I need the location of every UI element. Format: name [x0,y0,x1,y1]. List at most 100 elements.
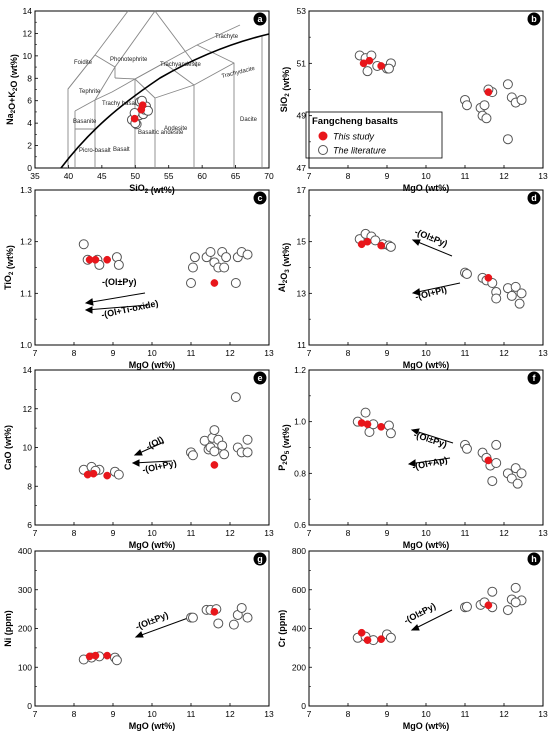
x-tick-label: 9 [385,348,390,358]
annotation-label: -(Ol±Py) [412,429,448,449]
arrow-ol-py-f [411,429,454,444]
arrow-ol-ap-f [408,457,451,465]
tas-line [163,62,195,168]
data-point-literature [383,63,394,74]
data-point-this-study [89,469,98,478]
panel-badge-letter: b [531,14,537,24]
x-tick-label: 11 [461,528,470,538]
x-tick-label: 10 [147,348,157,358]
data-point-this-study [210,461,219,469]
x-tick-label: 7 [33,709,38,719]
arrow-ol-py-d [412,239,453,257]
x-tick-label: 8 [346,348,351,358]
x-tick-label: 9 [111,348,116,358]
data-point-this-study [484,273,493,282]
y-tick-label: 0.8 [294,468,306,478]
y-tick-label: 1.1 [20,288,32,298]
data-point-this-study [103,471,112,480]
panel-badge [253,191,267,205]
x-tick-label: 65 [231,171,241,181]
field-label-foidite: Foidite [74,60,93,66]
fractionation-arrows [84,239,461,638]
y-tick-label: 8 [27,481,32,491]
data-point-literature [510,582,521,593]
annotation-label: -(Ol±Py) [102,277,136,287]
annotation-label: -(Ol±Py) [134,610,170,632]
arrowhead-ol-py-h [410,624,420,631]
y-tick-label: 6 [27,96,32,106]
data-point-literature [242,447,253,458]
y-tick-label: 14 [23,365,33,375]
data-point-this-study [377,241,385,250]
data-point-literature [502,605,513,616]
data-point-literature [487,586,498,597]
data-point-literature [510,597,521,608]
data-point-literature [236,602,247,613]
y-tick-label: 0 [27,163,32,173]
data-point-this-study [91,651,100,660]
y-tick-label: 0 [301,701,306,711]
x-axis-label: MgO (wt%) [403,721,450,731]
x-tick-label: 8 [346,528,351,538]
tas-line [114,77,136,80]
data-point-literature [491,293,502,304]
data-point-literature [512,478,523,489]
field-label-trachyandesite: Trachyandesite [160,62,201,68]
y-axis-label: P2O5 (wt%) [277,424,291,471]
data-point-this-study [103,255,112,264]
x-tick-label: 10 [421,348,431,358]
annotation-label: -(Ol+Ap) [411,455,448,472]
y-tick-label: 12 [23,404,33,414]
x-axis-label: MgO (wt%) [403,183,450,193]
annotation-label: -(Ol+Ti-oxide) [100,298,159,320]
x-tick-label: 11 [187,348,196,358]
x-tick-label: 13 [538,171,548,181]
legend-label-literature: The literature [333,146,386,156]
data-point-literature [385,632,396,643]
annotation-label: -(Ol+Pl) [414,284,448,302]
chart-panel-c: 7 8 9 10 11 12 13 1.0 1.1 1.2 1.3 MgO (wt%) TiO2 (wt… [3,185,274,370]
data-point-this-study [363,237,372,246]
y-axis-label: TiO2 (wt%) [3,245,15,290]
y-tick-label: 1.3 [20,185,32,195]
annotation-label: -(Ol±Py) [413,227,449,249]
data-point-literature [487,476,498,487]
y-tick-label: 10 [23,51,33,61]
annotation-label: -(Ol±Py) [402,601,437,626]
data-point-literature [230,392,241,403]
x-tick-label: 13 [264,528,274,538]
x-tick-label: 12 [225,528,235,538]
y-tick-label: 13 [297,288,307,298]
y-axis-label: CaO (wt%) [3,425,13,470]
x-tick-label: 8 [72,348,77,358]
x-tick-label: 60 [197,171,207,181]
x-tick-label: 11 [461,171,470,181]
data-point-literature [189,252,200,263]
x-tick-label: 10 [147,709,157,719]
field-label-andesite: Andesite [164,126,188,132]
tas-line [94,65,116,101]
data-point-literature [479,100,490,111]
data-point-literature [228,619,239,630]
panel-badge-letter: f [533,373,537,383]
data-point-literature [491,439,502,450]
data-point-this-study [377,422,385,431]
x-tick-label: 11 [187,709,196,719]
x-tick-label: 8 [346,709,351,719]
data-point-literature [506,290,517,301]
x-axis-label: MgO (wt%) [403,540,450,550]
panel-badge [527,191,541,205]
panel-badge-letter: e [257,373,262,383]
y-tick-label: 11 [297,340,306,350]
x-axis-label: MgO (wt%) [129,540,176,550]
tas-field-lines [67,10,263,168]
data-point-literature [242,249,253,260]
legend-box [305,111,443,159]
y-tick-label: 10 [23,443,33,453]
arrowhead-ol-e [133,449,143,456]
y-tick-label: 100 [18,662,32,672]
x-tick-label: 10 [421,709,431,719]
data-point-this-study [377,62,385,70]
tas-line [67,54,96,90]
